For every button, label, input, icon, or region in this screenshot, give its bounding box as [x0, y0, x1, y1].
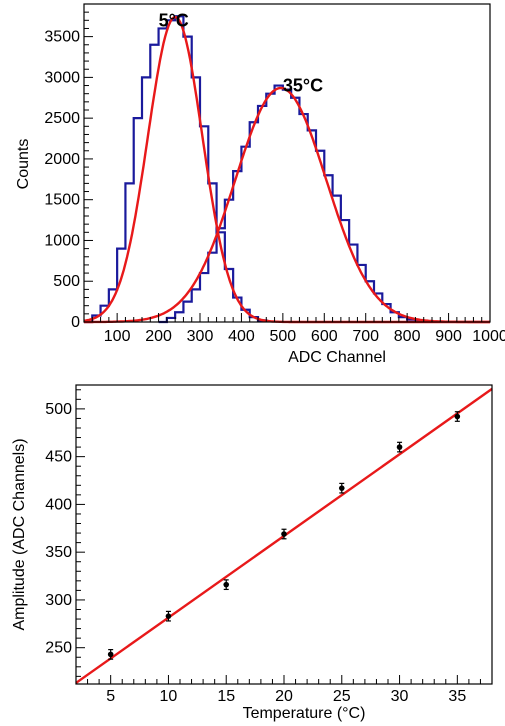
- point-marker: [454, 413, 461, 420]
- histogram-series-2: [158, 84, 425, 324]
- y-tick-label: 0: [71, 314, 80, 331]
- data-point: [281, 528, 287, 540]
- data-point: [396, 441, 403, 453]
- point-marker: [223, 581, 230, 588]
- gaussian-fit-1: [83, 15, 490, 324]
- x-tick-label: 900: [435, 328, 462, 345]
- histogram-series-group: [84, 15, 425, 324]
- y-tick-label: 3000: [44, 69, 80, 86]
- y-tick-label: 1000: [44, 232, 80, 249]
- histogram-x-axis-label: ADC Channel: [288, 349, 386, 366]
- data-point: [223, 579, 230, 591]
- y-tick-label: 450: [45, 449, 72, 466]
- y-tick-label: 2500: [44, 110, 80, 127]
- y-tick-label: 400: [45, 496, 72, 513]
- scatter-y-axis-label: Amplitude (ADC Channels): [11, 438, 28, 630]
- data-point: [165, 610, 172, 622]
- point-marker: [396, 444, 403, 450]
- peak-annotation: 5°C: [159, 10, 189, 30]
- histogram-annotations: 5°C 35°C: [159, 10, 324, 95]
- x-tick-label: 800: [394, 328, 421, 345]
- data-point: [338, 482, 345, 494]
- scatter-x-ticks: 5 10 15 20 25 30 35: [87, 675, 481, 705]
- x-tick-label: 15: [217, 688, 235, 705]
- y-tick-label: 500: [45, 401, 72, 418]
- x-tick-label: 500: [270, 328, 297, 345]
- scatter-y-ticks: 250 300 350 400 450 500: [45, 389, 85, 677]
- x-tick-label: 200: [145, 328, 172, 345]
- point-marker: [338, 485, 345, 491]
- x-tick-label: 35: [448, 688, 466, 705]
- y-tick-label: 350: [45, 544, 72, 561]
- x-tick-label: 25: [333, 688, 351, 705]
- gaussian-fit-2: [84, 86, 490, 324]
- x-tick-label: 10: [160, 688, 178, 705]
- y-tick-label: 3500: [44, 29, 80, 46]
- peak-annotation: 35°C: [283, 76, 323, 96]
- scatter-x-axis-label: Temperature (°C): [243, 705, 366, 722]
- data-point: [107, 649, 114, 660]
- y-tick-label: 250: [45, 640, 72, 657]
- scatter-panel: 5 10 15 20 25 30 35 250 300 350 400 450 500 Tempera…: [11, 384, 493, 722]
- histogram-y-ticks: 0 500 1000 1500 2000 2500 3000 3500: [44, 11, 93, 331]
- histogram-y-axis-label: Counts: [15, 139, 32, 190]
- x-tick-label: 1000: [472, 328, 505, 345]
- x-tick-label: 20: [275, 688, 293, 705]
- gaussian-fit-group: [83, 15, 490, 324]
- x-tick-label: 100: [104, 328, 131, 345]
- y-tick-label: 500: [53, 273, 80, 290]
- y-tick-label: 1500: [44, 192, 80, 209]
- histogram-x-ticks: 100 200 300 400 500 600 700 800 900 1000: [91, 313, 505, 345]
- histogram-plot-frame: [83, 3, 491, 323]
- x-tick-label: 5: [106, 688, 115, 705]
- y-tick-label: 300: [45, 592, 72, 609]
- point-marker: [165, 613, 172, 619]
- x-tick-label: 600: [311, 328, 338, 345]
- x-tick-label: 700: [352, 328, 379, 345]
- data-point: [454, 411, 461, 422]
- x-tick-label: 300: [187, 328, 214, 345]
- y-tick-label: 2000: [44, 151, 80, 168]
- x-tick-label: 30: [391, 688, 409, 705]
- histogram-panel: 100 200 300 400 500 600 700 800 900 1000 0 500 1000…: [15, 3, 505, 366]
- point-marker: [107, 651, 114, 658]
- data-points-group: [107, 411, 461, 660]
- x-tick-label: 400: [228, 328, 255, 345]
- point-marker: [281, 531, 287, 537]
